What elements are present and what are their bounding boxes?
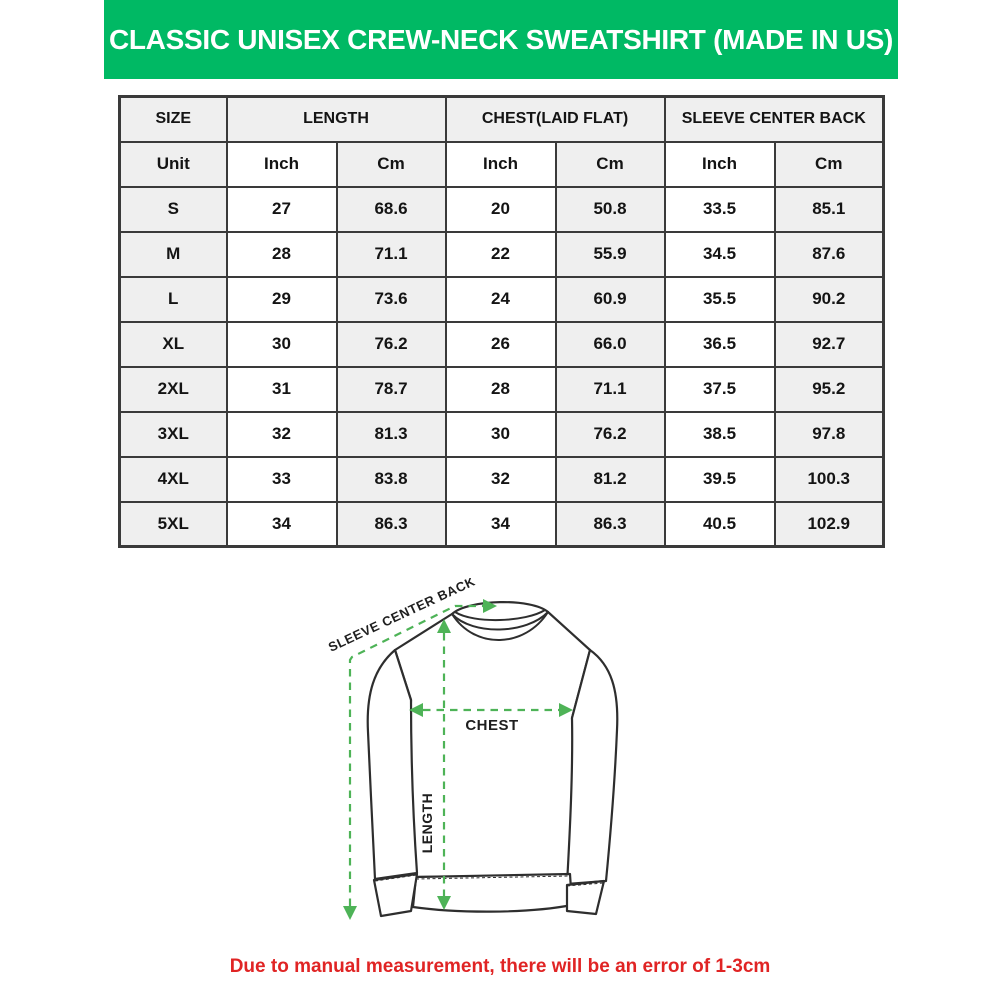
length-inch-cell: 27: [225, 185, 338, 233]
size-cell: 3XL: [118, 410, 228, 458]
length-inch-cell: 33: [225, 455, 338, 503]
sleeve-inch-cell: 39.5: [663, 455, 776, 503]
sleeve-inch-cell: 33.5: [663, 185, 776, 233]
table-row: 3XL 32 81.3 30 76.2 38.5 97.8: [118, 410, 885, 458]
chest-cm-cell: 60.9: [554, 275, 666, 323]
chest-inch-cell: 22: [444, 230, 557, 278]
table-row: 5XL 34 86.3 34 86.3 40.5 102.9: [118, 500, 885, 548]
table-row: XL 30 76.2 26 66.0 36.5 92.7: [118, 320, 885, 368]
sleeve-inch-cell: 37.5: [663, 365, 776, 413]
length-inch-cell: 31: [225, 365, 338, 413]
chest-cm-cell: 71.1: [554, 365, 666, 413]
sleeve-cm-cell: 95.2: [773, 365, 885, 413]
length-cm-cell: 76.2: [335, 320, 447, 368]
size-table-container: SIZE LENGTH CHEST(LAID FLAT) SLEEVE CENT…: [118, 95, 885, 548]
arrowhead-up-icon: [437, 619, 451, 633]
unit-sleeve-cm: Cm: [773, 140, 885, 188]
chest-cm-cell: 50.8: [554, 185, 666, 233]
sleeve-inch-cell: 36.5: [663, 320, 776, 368]
unit-chest-inch: Inch: [444, 140, 557, 188]
size-cell: M: [118, 230, 228, 278]
length-cm-cell: 78.7: [335, 365, 447, 413]
chest-cm-cell: 66.0: [554, 320, 666, 368]
length-label: LENGTH: [419, 793, 435, 854]
length-cm-cell: 81.3: [335, 410, 447, 458]
measurement-arrows: [343, 599, 573, 920]
length-cm-cell: 68.6: [335, 185, 447, 233]
chest-label: CHEST: [465, 717, 518, 734]
sleeve-inch-cell: 34.5: [663, 230, 776, 278]
table-row: S 27 68.6 20 50.8 33.5 85.1: [118, 185, 885, 233]
sleeve-cm-cell: 90.2: [773, 275, 885, 323]
col-header-chest: CHEST(LAID FLAT): [444, 95, 666, 143]
length-inch-cell: 28: [225, 230, 338, 278]
size-cell: L: [118, 275, 228, 323]
sleeve-cm-cell: 85.1: [773, 185, 885, 233]
arrowhead-left-icon: [409, 703, 423, 717]
measurement-diagram: SLEEVE CENTER BACK CHEST LENGTH: [300, 578, 730, 950]
length-inch-cell: 29: [225, 275, 338, 323]
length-inch-cell: 32: [225, 410, 338, 458]
arrowhead-down-icon: [343, 906, 357, 920]
page-title: CLASSIC UNISEX CREW-NECK SWEATSHIRT (MAD…: [108, 23, 894, 55]
size-cell: XL: [118, 320, 228, 368]
sleeve-cm-cell: 97.8: [773, 410, 885, 458]
chest-cm-cell: 55.9: [554, 230, 666, 278]
sleeve-cm-cell: 102.9: [773, 500, 885, 548]
col-header-sleeve: SLEEVE CENTER BACK: [663, 95, 885, 143]
table-row: 4XL 33 83.8 32 81.2 39.5 100.3: [118, 455, 885, 503]
unit-row: Unit Inch Cm Inch Cm Inch Cm: [118, 140, 885, 188]
table-row: 2XL 31 78.7 28 71.1 37.5 95.2: [118, 365, 885, 413]
sleeve-cm-cell: 87.6: [773, 230, 885, 278]
chest-cm-cell: 86.3: [554, 500, 666, 548]
chest-inch-cell: 32: [444, 455, 557, 503]
chest-cm-cell: 81.2: [554, 455, 666, 503]
chest-inch-cell: 26: [444, 320, 557, 368]
sleeve-cm-cell: 92.7: [773, 320, 885, 368]
arrowhead-right-icon: [483, 599, 497, 613]
unit-label: Unit: [118, 140, 228, 188]
sleeve-cm-cell: 100.3: [773, 455, 885, 503]
table-row: L 29 73.6 24 60.9 35.5 90.2: [118, 275, 885, 323]
sleeve-inch-cell: 40.5: [663, 500, 776, 548]
chest-inch-cell: 30: [444, 410, 557, 458]
length-inch-cell: 30: [225, 320, 338, 368]
title-banner: CLASSIC UNISEX CREW-NECK SWEATSHIRT (MAD…: [104, 0, 898, 79]
sleeve-inch-cell: 38.5: [663, 410, 776, 458]
length-cm-cell: 83.8: [335, 455, 447, 503]
col-header-size: SIZE: [118, 95, 228, 143]
unit-chest-cm: Cm: [554, 140, 666, 188]
table-row: M 28 71.1 22 55.9 34.5 87.6: [118, 230, 885, 278]
sleeve-center-back-line: [348, 604, 483, 906]
chest-inch-cell: 28: [444, 365, 557, 413]
col-header-length: LENGTH: [225, 95, 447, 143]
unit-length-inch: Inch: [225, 140, 338, 188]
chest-inch-cell: 24: [444, 275, 557, 323]
measurement-disclaimer: Due to manual measurement, there will be…: [229, 956, 771, 977]
arrowhead-right-icon: [559, 703, 573, 717]
table-header-row: SIZE LENGTH CHEST(LAID FLAT) SLEEVE CENT…: [118, 95, 885, 143]
length-cm-cell: 71.1: [335, 230, 447, 278]
length-cm-cell: 73.6: [335, 275, 447, 323]
sleeve-inch-cell: 35.5: [663, 275, 776, 323]
size-cell: 4XL: [118, 455, 228, 503]
chest-inch-cell: 34: [444, 500, 557, 548]
unit-length-cm: Cm: [335, 140, 447, 188]
size-cell: 5XL: [118, 500, 228, 548]
sweatshirt-outline: [366, 601, 619, 918]
size-cell: S: [118, 185, 228, 233]
chest-inch-cell: 20: [444, 185, 557, 233]
size-table: SIZE LENGTH CHEST(LAID FLAT) SLEEVE CENT…: [118, 95, 885, 548]
sweatshirt-diagram-svg: SLEEVE CENTER BACK CHEST LENGTH: [326, 578, 619, 920]
chest-cm-cell: 76.2: [554, 410, 666, 458]
arrowhead-down-icon: [437, 896, 451, 910]
unit-sleeve-inch: Inch: [663, 140, 776, 188]
size-cell: 2XL: [118, 365, 228, 413]
length-cm-cell: 86.3: [335, 500, 447, 548]
length-inch-cell: 34: [225, 500, 338, 548]
